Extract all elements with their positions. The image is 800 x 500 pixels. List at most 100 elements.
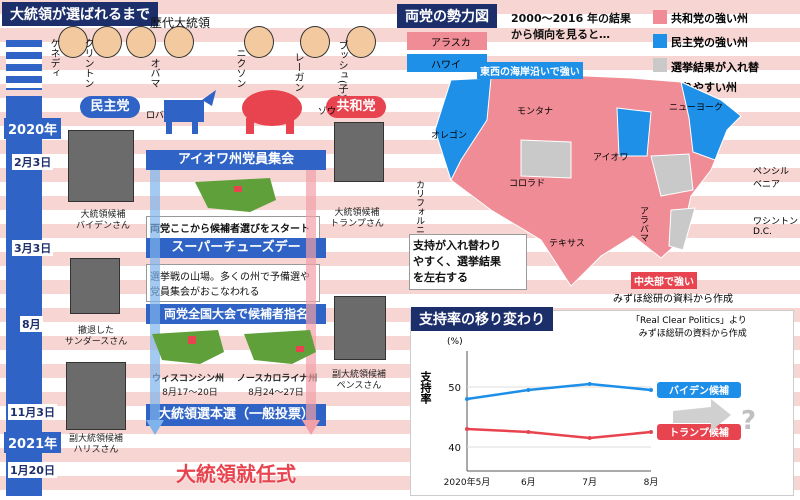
harris-photo xyxy=(66,362,126,430)
democratic-party-badge: 民主党 xyxy=(80,96,140,118)
conv-wisconsin: ウィスコンシン州 xyxy=(151,374,224,384)
timeline-top-stripes xyxy=(6,40,42,90)
conv-wisconsin-date: 8月17〜20日 xyxy=(162,388,218,398)
trump-caption: 大統領候補 トランプさん xyxy=(330,208,384,229)
callout-coasts: 東西の海岸沿いで強い xyxy=(477,62,583,79)
series-point-1 xyxy=(587,436,592,440)
donkey-icon xyxy=(164,90,216,134)
president-kennedy: ケネディ xyxy=(48,38,59,78)
chart-source: 「Real Clear Politics」より みずほ総研の資料から作成 xyxy=(631,316,747,339)
state-colorado: コロラド xyxy=(509,179,546,189)
question-mark: ? xyxy=(741,406,756,436)
y-tick-label: 50 xyxy=(448,383,461,394)
callout-center: 中央部で強い xyxy=(631,272,697,289)
swing-note: 支持が入れ替わり やすく、選挙結果 を左右する xyxy=(409,234,527,290)
series-point-0 xyxy=(649,388,653,392)
date-aug: 8月 xyxy=(20,316,43,332)
inset-hawaii: ハワイ xyxy=(407,54,487,72)
year-2020: 2020年 xyxy=(4,118,62,139)
state-alabama: アラバマ xyxy=(638,206,648,242)
sanders-caption: 撤退した サンダースさん xyxy=(64,326,128,347)
history-title: 歴代大統領 xyxy=(150,16,211,30)
event-general-election: 大統領選本選（一般投票） xyxy=(146,404,326,426)
harris-caption: 副大統領候補 ハリスさん xyxy=(68,434,123,455)
state-dc: ワシントンD.C. xyxy=(753,217,799,237)
legend-rep-swatch xyxy=(653,10,667,24)
conv-north-carolina: ノースカロライナ州 xyxy=(236,374,318,384)
us-map xyxy=(434,73,742,287)
nixon-portrait xyxy=(244,26,274,58)
series-point-0 xyxy=(465,397,469,401)
event-iowa: アイオワ州党員集会 xyxy=(146,150,326,170)
right-panel: 両党の勢力図 2000〜2016 年の結果 から傾向を見ると… 共和党の強い州 … xyxy=(393,0,800,500)
state-pennsylvania: ペンシルベニア xyxy=(753,167,790,190)
north-carolina-map xyxy=(244,330,316,364)
right-title: 両党の勢力図 xyxy=(397,4,497,28)
x-tick-label: 8月 xyxy=(644,477,659,488)
date-nov3: 11月3日 xyxy=(8,404,57,420)
donkey-label: ロバ xyxy=(146,111,165,121)
chart-ylabel: 支持率 xyxy=(419,371,432,404)
x-tick-label: 7月 xyxy=(582,477,597,488)
series-point-0 xyxy=(587,382,592,386)
trend-arrow xyxy=(673,399,731,431)
legend-dem-swatch xyxy=(653,34,667,48)
elephant-icon xyxy=(242,90,302,134)
president-nixon: ニクソン xyxy=(234,48,245,88)
inset-alaska: アラスカ xyxy=(407,32,487,50)
pence-caption: 副大統領候補 ペンスさん xyxy=(331,370,386,391)
date-mar3: 3月3日 xyxy=(12,240,54,256)
y-tick-label: 40 xyxy=(448,443,461,454)
president-clinton: クリントン xyxy=(82,38,93,88)
x-tick-label: 6月 xyxy=(521,477,536,488)
republican-party-badge: 共和党 xyxy=(326,96,386,118)
state-oregon: オレゴン xyxy=(431,131,468,141)
state-california: カリフォルニア xyxy=(414,180,424,243)
series-label-1: トランプ候補 xyxy=(669,426,729,439)
state-montana: モンタナ xyxy=(517,107,554,117)
biden-caption: 大統領候補 バイデンさん xyxy=(75,210,130,231)
obama-portrait xyxy=(126,26,156,58)
x-tick-label: 2020年5月 xyxy=(444,476,491,488)
event-conventions: 両党全国大会で候補者指名 xyxy=(146,304,326,324)
series-label-0: バイデン候補 xyxy=(669,384,729,397)
event-super-note: 選挙戦の山場。多くの州で予備選や党員集会がおこなわれる xyxy=(146,264,320,302)
left-panel: 大統領が選ばれるまで 歴代大統領 ケネディ クリントン オバマ ニクソン レーガ… xyxy=(0,0,393,500)
year-2021: 2021年 xyxy=(4,432,62,453)
series-point-1 xyxy=(649,430,653,434)
sanders-photo xyxy=(70,258,120,314)
series-point-0 xyxy=(526,388,531,392)
obama-photo-portrait xyxy=(164,26,194,58)
president-bush: ブッシュ(子) xyxy=(336,40,347,98)
president-obama: オバマ xyxy=(148,58,159,88)
flow-arrows xyxy=(146,170,320,435)
series-label-box-0 xyxy=(657,382,741,398)
wisconsin-map xyxy=(152,330,224,364)
trend-intro: 2000〜2016 年の結果 から傾向を見ると… xyxy=(511,12,632,41)
state-new-york: ニューヨーク xyxy=(669,103,724,113)
conv-nc-date: 8月24〜27日 xyxy=(248,388,304,398)
kennedy-portrait xyxy=(58,26,88,58)
event-super-tuesday: スーパーチューズデー xyxy=(146,238,326,258)
president-reagan: レーガン xyxy=(292,52,303,92)
legend-dem-label: 民主党の強い州 xyxy=(671,36,748,49)
series-line-0 xyxy=(466,382,652,401)
series-point-1 xyxy=(526,430,531,434)
state-iowa: アイオワ xyxy=(593,153,629,163)
legend-swing-swatch xyxy=(653,58,667,72)
elephant-label: ゾウ xyxy=(318,107,337,117)
left-title: 大統領が選ばれるまで xyxy=(2,2,158,26)
date-jan20: 1月20日 xyxy=(8,462,57,478)
map-source: みずほ総研の資料から作成 xyxy=(613,294,733,305)
chart-unit: (%) xyxy=(447,337,463,347)
iowa-map xyxy=(195,178,276,212)
series-label-box-1 xyxy=(657,424,741,440)
series-point-1 xyxy=(465,427,469,431)
clinton-portrait xyxy=(92,26,122,58)
event-inauguration: 大統領就任式 xyxy=(176,462,296,486)
chart-title: 支持率の移り変わり xyxy=(411,307,553,331)
bush-portrait xyxy=(346,26,376,58)
reagan-portrait xyxy=(300,26,330,58)
date-feb3: 2月3日 xyxy=(12,154,54,170)
